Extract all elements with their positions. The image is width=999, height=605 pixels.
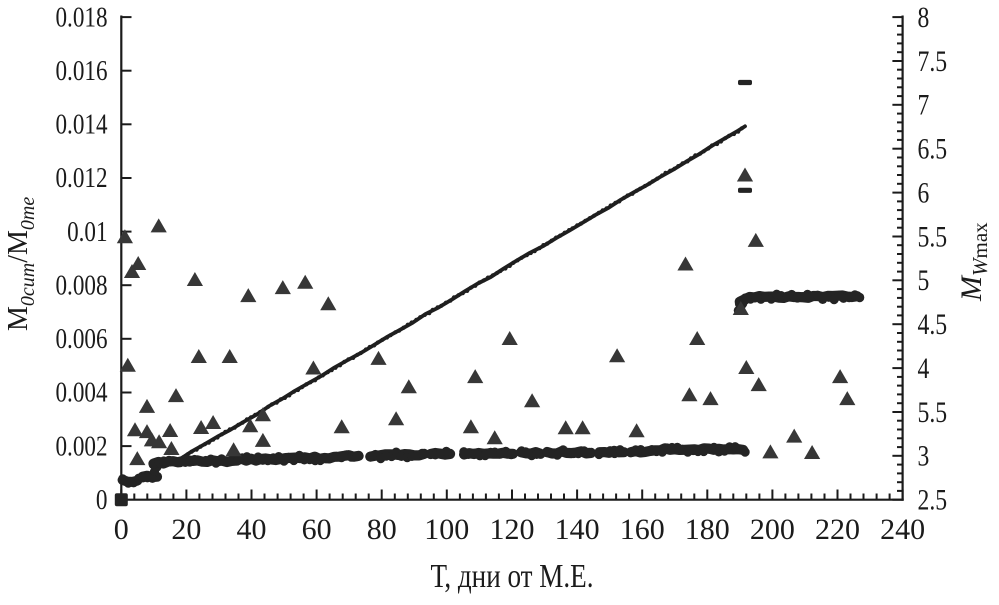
svg-text:5: 5: [918, 264, 930, 297]
svg-text:0.004: 0.004: [56, 378, 108, 409]
svg-text:160: 160: [620, 513, 665, 546]
svg-text:0.014: 0.014: [56, 110, 108, 141]
svg-text:7.5: 7.5: [918, 45, 948, 78]
svg-text:40: 40: [237, 513, 267, 546]
svg-text:4.5: 4.5: [918, 308, 948, 341]
svg-text:200: 200: [750, 513, 795, 546]
svg-text:4: 4: [918, 352, 930, 385]
svg-text:0.01: 0.01: [67, 217, 107, 248]
svg-text:2.5: 2.5: [918, 484, 948, 517]
svg-text:20: 20: [171, 513, 201, 546]
svg-text:240: 240: [880, 513, 925, 546]
svg-text:0.008: 0.008: [56, 270, 108, 301]
svg-text:80: 80: [367, 513, 397, 546]
svg-text:8: 8: [918, 1, 930, 34]
svg-text:5.5: 5.5: [918, 220, 948, 253]
svg-text:0.018: 0.018: [56, 2, 108, 33]
svg-text:Т, дни от М.Е.: Т, дни от М.Е.: [431, 558, 594, 595]
svg-text:3: 3: [918, 440, 930, 473]
svg-text:140: 140: [555, 513, 600, 546]
svg-text:220: 220: [815, 513, 860, 546]
svg-text:120: 120: [490, 513, 535, 546]
svg-text:7: 7: [918, 89, 930, 122]
svg-text:180: 180: [685, 513, 730, 546]
svg-text:0.012: 0.012: [56, 163, 108, 194]
svg-text:0: 0: [96, 485, 108, 516]
svg-text:6.5: 6.5: [918, 133, 948, 166]
svg-text:6: 6: [918, 176, 930, 209]
svg-text:100: 100: [424, 513, 469, 546]
svg-text:60: 60: [302, 513, 332, 546]
svg-text:0.016: 0.016: [56, 56, 108, 87]
svg-text:0.002: 0.002: [56, 431, 108, 462]
svg-text:0.006: 0.006: [56, 324, 108, 355]
svg-text:0: 0: [114, 513, 129, 546]
svg-text:5.5: 5.5: [918, 396, 948, 429]
